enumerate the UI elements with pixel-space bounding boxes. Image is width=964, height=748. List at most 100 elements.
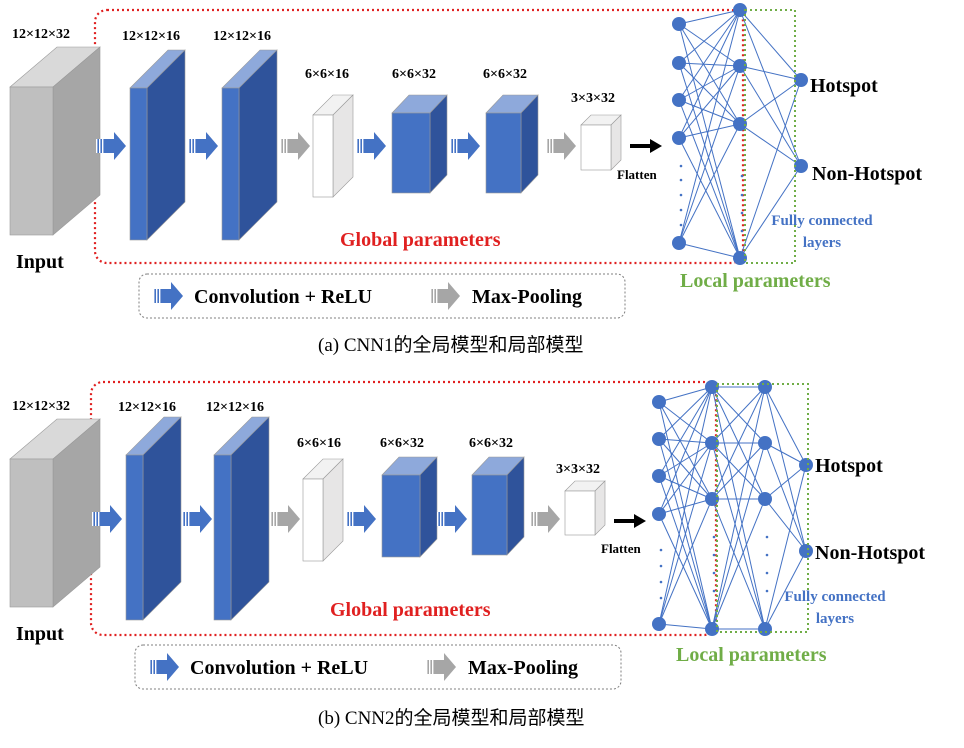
fc-node-col1-1 [672,17,686,31]
fc-node-col4-1 [799,458,813,472]
max-pooling-arrow-6 [546,132,576,160]
fc-node-col1-2 [672,56,686,70]
conv-relu-arrow-2 [188,132,218,160]
output-non-hotspot-label: Non-Hotspot [815,542,925,564]
input-label: Input [16,623,64,645]
fc-node-col1-1 [652,395,666,409]
flatten-arrow [614,514,646,528]
layer-5-dims-label: 6×6×32 [469,436,513,451]
input-dims-label: 12×12×32 [12,399,70,414]
fc-node-col1-5 [672,236,686,250]
input-block [9,46,101,236]
legend-conv-arrow-icon [149,653,179,681]
fc-node-col1-5 [652,617,666,631]
fc-node-col1-3 [652,469,666,483]
fully-connected-network [652,380,813,636]
layer-3-pool-block [302,458,344,562]
fc-node-col2-2 [733,59,747,73]
global-parameters-label: Global parameters [330,599,491,621]
fc-node-col2-1 [705,380,719,394]
input-block [9,418,101,608]
fully-connected-network [672,3,808,265]
fc-layers-label-line1: Fully connected [771,213,873,229]
output-hotspot-label: Hotspot [815,455,883,477]
fc-layers-label-line2: layers [816,611,854,627]
fc-node-col3-1 [758,380,772,394]
output-non-hotspot-label: Non-Hotspot [812,163,922,185]
conv-relu-arrow-5 [450,132,480,160]
input-dims-label: 12×12×32 [12,27,70,42]
layer-3-dims-label: 6×6×16 [297,436,341,451]
flatten-arrow [630,139,662,153]
layer-4-conv-block [381,456,438,558]
fc-node-col2-3 [705,492,719,506]
fc-node-col1-4 [652,507,666,521]
output-hotspot-label: Hotspot [810,75,878,97]
fc-layers-label-line1: Fully connected [784,589,886,605]
local-parameters-label: Local parameters [676,644,827,666]
fc-node-col3-2 [758,436,772,450]
layer-3-dims-label: 6×6×16 [305,67,349,82]
layer-6-dims-label: 3×3×32 [571,91,615,106]
layer-4-dims-label: 6×6×32 [392,67,436,82]
legend-conv-label: Convolution + ReLU [190,657,368,679]
legend-box [138,273,626,319]
fc-node-col2-4 [705,622,719,636]
fc-node-col1-2 [652,432,666,446]
layer-1-dims-label: 12×12×16 [122,29,180,44]
local-parameters-box [744,9,796,264]
fc-node-col2-4 [733,251,747,265]
flatten-label: Flatten [617,167,657,182]
max-pooling-arrow-6 [530,505,560,533]
layer-2-conv-block [221,49,278,241]
global-parameters-box [93,8,745,265]
panel-b-cnn2: 12×12×32 Input 12×12×16 12×12×16 6×6×16 6×6×3… [9,380,925,729]
figure-caption: (a) CNN1的全局模型和局部模型 [318,334,583,356]
legend-conv-arrow-icon [153,282,183,310]
layer-3-pool-block [312,94,354,198]
local-parameters-box [716,383,809,633]
layer-6-pool-block [564,480,606,536]
layer-4-conv-block [391,94,448,194]
legend-box [134,644,622,690]
local-parameters-label: Local parameters [680,270,831,292]
fc-node-col1-3 [672,93,686,107]
fc-node-col2-3 [733,117,747,131]
fc-layers-label-line2: layers [803,235,841,251]
legend-conv-label: Convolution + ReLU [194,286,372,308]
layer-1-dims-label: 12×12×16 [118,400,176,415]
legend-pool-arrow-icon [430,282,460,310]
conv-relu-arrow-2 [182,505,212,533]
conv-relu-arrow-5 [437,505,467,533]
conv-relu-arrow-4 [356,132,386,160]
input-label: Input [16,251,64,273]
fc-node-col3-3 [758,492,772,506]
layer-6-dims-label: 3×3×32 [556,462,600,477]
fc-node-col3-2 [794,159,808,173]
layer-1-conv-block [129,49,186,241]
figure-caption: (b) CNN2的全局模型和局部模型 [318,707,585,729]
layer-2-dims-label: 12×12×16 [213,29,271,44]
legend-pool-label: Max-Pooling [468,657,578,679]
fc-node-col4-2 [799,544,813,558]
layer-2-dims-label: 12×12×16 [206,400,264,415]
conv-relu-arrow-1 [92,505,122,533]
layer-5-conv-block [471,456,525,556]
conv-relu-arrow-4 [346,505,376,533]
max-pooling-arrow-3 [270,505,300,533]
max-pooling-arrow-3 [280,132,310,160]
legend-pool-arrow-icon [426,653,456,681]
layer-2-conv-block [213,416,270,621]
conv-relu-arrow-1 [96,132,126,160]
fc-node-col1-4 [672,131,686,145]
fc-node-col3-1 [794,73,808,87]
layer-4-dims-label: 6×6×32 [380,436,424,451]
layer-5-dims-label: 6×6×32 [483,67,527,82]
fc-node-col3-4 [758,622,772,636]
panel-a-cnn1: 12×12×32 Input 12×12×16 12×12×16 6×6×16 6×6×3… [9,3,922,356]
global-parameters-label: Global parameters [340,229,501,251]
layer-1-conv-block [125,416,182,621]
fc-node-col2-1 [733,3,747,17]
fc-node-col2-2 [705,436,719,450]
